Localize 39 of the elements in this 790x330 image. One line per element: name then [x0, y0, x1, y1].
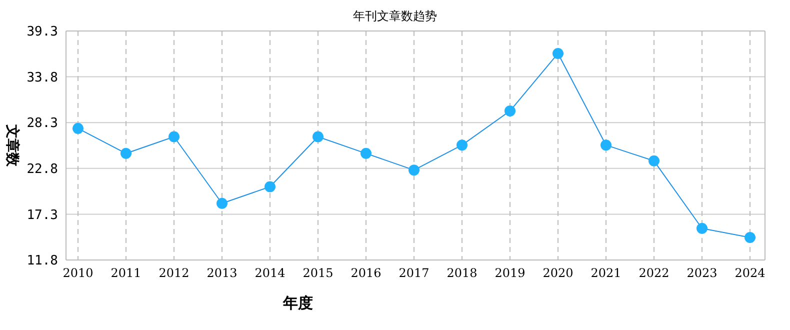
- point: [504, 105, 516, 116]
- y-tick-label: 39.3: [26, 24, 58, 40]
- x-tick-label: 2015: [302, 266, 334, 280]
- y-tick-label: 28.3: [26, 116, 58, 132]
- chart-title: 年刊文章数趋势: [353, 9, 437, 23]
- x-tick-label: 2017: [398, 266, 430, 280]
- point: [648, 155, 660, 166]
- point: [264, 181, 276, 192]
- point: [696, 222, 708, 234]
- point: [168, 131, 180, 142]
- x-tick-label: 2012: [158, 266, 190, 280]
- point: [408, 164, 420, 176]
- x-tick-label: 2010: [62, 266, 94, 280]
- x-tick-label: 2021: [590, 266, 622, 280]
- point: [552, 48, 564, 59]
- y-tick-label: 22.8: [26, 162, 58, 177]
- y-tick-label: 17.3: [26, 208, 58, 223]
- point: [72, 122, 84, 134]
- y-tick-label: 11.8: [26, 254, 58, 269]
- y-tick-label: 33.8: [26, 70, 58, 86]
- x-tick-label: 2016: [350, 266, 382, 280]
- x-tick-label: 2013: [206, 266, 238, 280]
- x-axis-title: 年度: [282, 294, 313, 312]
- x-tick-label: 2022: [638, 266, 670, 280]
- point: [600, 140, 612, 151]
- x-tick-label: 2024: [734, 266, 766, 280]
- x-tick-label: 2011: [110, 266, 142, 280]
- point: [120, 148, 132, 159]
- point: [216, 198, 228, 209]
- y-axis-title: 文章数: [4, 124, 21, 168]
- x-tick-label: 2018: [446, 266, 478, 280]
- point: [312, 131, 324, 142]
- x-tick-label: 2019: [494, 266, 526, 280]
- point: [744, 232, 756, 244]
- x-tick-label: 2023: [686, 266, 718, 280]
- point: [360, 148, 372, 159]
- point: [456, 140, 468, 151]
- x-tick-label: 2014: [254, 266, 286, 280]
- x-tick-label: 2020: [542, 266, 574, 280]
